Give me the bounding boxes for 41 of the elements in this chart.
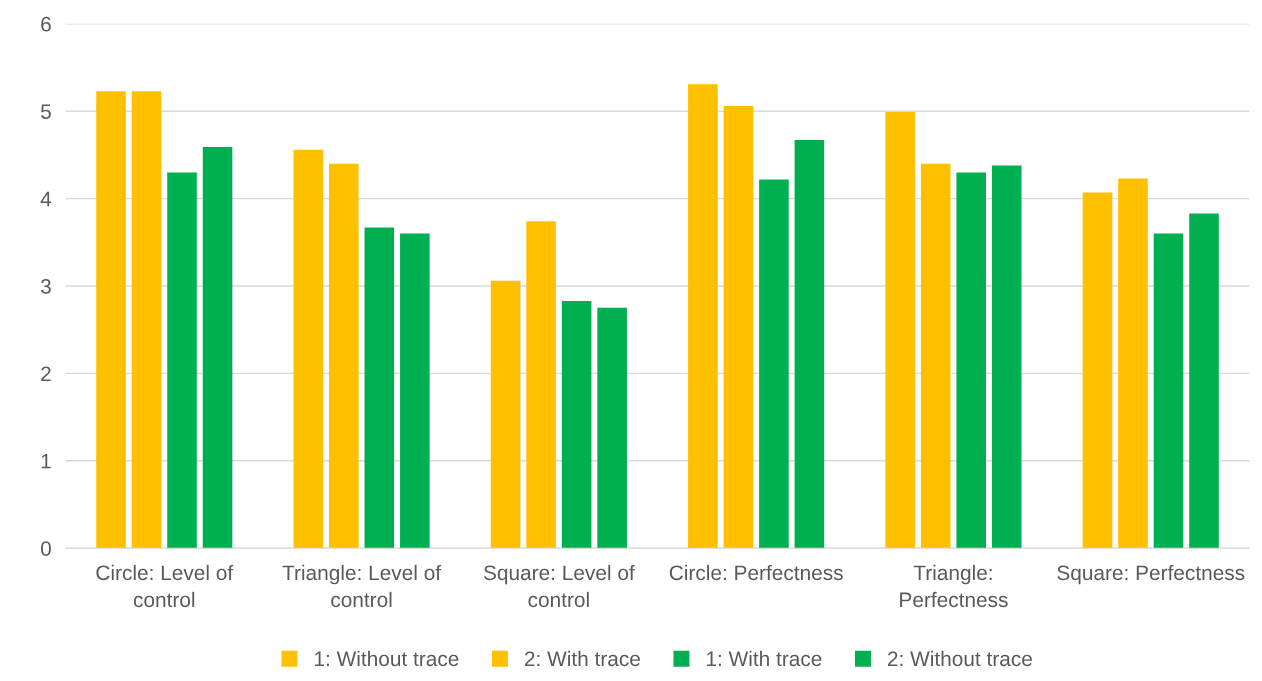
bar <box>1153 233 1184 549</box>
y-tick-label: 5 <box>40 104 51 119</box>
legend-label: 2: With trace <box>524 650 640 667</box>
x-tick-label: Triangle: Perfectness <box>900 564 1008 608</box>
bar <box>329 163 359 549</box>
bar <box>96 91 126 549</box>
y-tick-label: 2 <box>41 366 51 381</box>
bar <box>561 300 592 549</box>
bar <box>364 227 395 549</box>
bar <box>1189 213 1219 549</box>
bar <box>885 112 915 549</box>
bar <box>293 149 324 549</box>
bar <box>920 163 951 549</box>
bar <box>1118 178 1148 549</box>
y-tick-label: 4 <box>40 191 52 207</box>
x-tick-label: Circle: Level of control <box>96 564 234 608</box>
x-tick-label: Triangle: Level of control <box>282 564 442 608</box>
legend-label: 2: Without trace <box>887 650 1032 667</box>
bar <box>131 91 162 549</box>
bar <box>723 105 754 549</box>
y-tick-label: 3 <box>40 279 51 294</box>
bar <box>202 147 233 549</box>
y-tick-label: 6 <box>41 16 51 32</box>
bar <box>167 172 197 549</box>
bar <box>1082 192 1113 549</box>
bar <box>400 233 430 549</box>
bar <box>526 221 556 549</box>
bar <box>991 165 1022 549</box>
bar <box>597 307 627 549</box>
x-tick-label: Circle: Perfectness <box>669 564 843 581</box>
bar <box>688 84 718 549</box>
x-tick-label: Square: Level of control <box>483 564 635 608</box>
bar <box>759 179 789 549</box>
bar <box>956 172 986 549</box>
legend-label: 1: Without trace <box>315 650 459 667</box>
legend-label: 1: With trace <box>707 650 822 667</box>
y-tick-label: 1 <box>41 454 51 469</box>
x-tick-label: Square: Perfectness <box>1057 564 1245 585</box>
bar <box>794 140 825 549</box>
bar <box>490 280 521 549</box>
y-tick-label: 0 <box>40 541 51 556</box>
